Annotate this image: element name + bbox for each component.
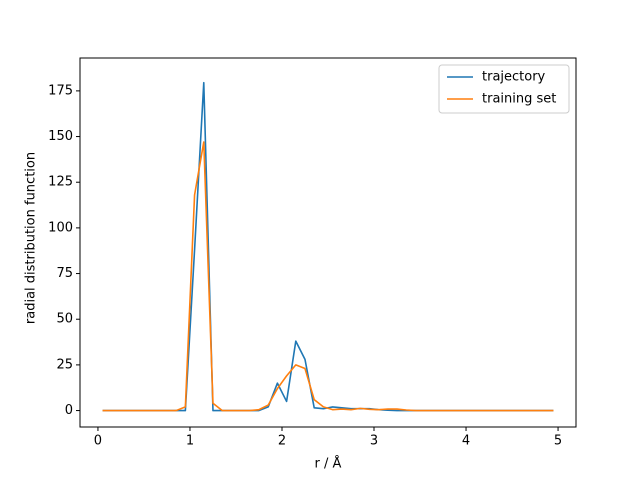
y-tick-label: 150 [48,129,73,144]
y-tick-label: 50 [56,312,73,327]
y-tick-label: 25 [56,357,73,372]
y-axis-label: radial distribution function [24,152,39,324]
series-line [102,81,554,412]
legend-label: trajectory [482,70,546,85]
x-axis-label: r / Å [315,456,342,472]
x-tick-label: 4 [462,434,470,449]
legend-label: training set [482,92,556,107]
x-tick-label: 5 [554,434,562,449]
x-tick-label: 2 [278,434,286,449]
series-line [102,141,554,412]
x-tick-label: 1 [186,434,194,449]
x-tick-label: 3 [370,434,378,449]
y-tick-label: 125 [48,175,73,190]
y-tick-label: 100 [48,220,73,235]
y-tick-label: 0 [65,403,73,418]
plot-frame [79,57,577,428]
x-tick-label: 0 [94,434,102,449]
y-tick-label: 175 [48,83,73,98]
y-tick-label: 75 [56,266,73,281]
